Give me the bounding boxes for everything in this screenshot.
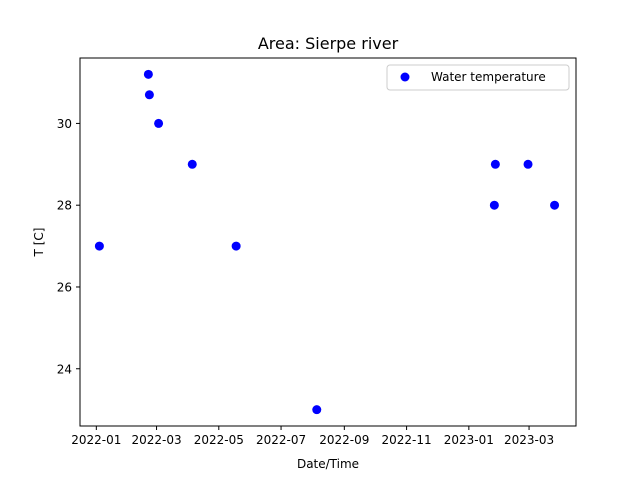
x-tick-label: 2022-01 — [71, 433, 121, 447]
x-tick-label: 2023-03 — [504, 433, 554, 447]
data-point — [231, 241, 241, 251]
legend-box — [386, 64, 570, 91]
x-tick-label: 2023-01 — [444, 433, 494, 447]
x-axis-label: Date/Time — [297, 457, 359, 471]
y-tick-label: 30 — [57, 117, 72, 131]
plot-frame — [79, 57, 577, 427]
data-point — [94, 241, 104, 251]
legend: Water temperature — [386, 64, 570, 91]
data-points — [94, 69, 560, 415]
x-tick-label: 2022-11 — [382, 433, 432, 447]
data-point — [489, 200, 499, 210]
x-axis-ticks: 2022-01 2022-03 2022-05 2022-07 2022-09 2022-… — [71, 426, 554, 447]
x-tick-label: 2022-03 — [131, 433, 181, 447]
y-tick-label: 24 — [57, 362, 72, 376]
legend-label: Water temperature — [431, 70, 546, 84]
x-tick-label: 2022-05 — [194, 433, 244, 447]
data-point — [523, 159, 533, 169]
data-point — [154, 118, 164, 128]
y-tick-label: 28 — [57, 199, 72, 213]
data-point — [490, 159, 500, 169]
y-axis-ticks: 24 26 28 30 — [57, 117, 80, 376]
data-point — [144, 90, 154, 100]
y-axis-label: T [C] — [32, 228, 46, 258]
y-tick-label: 26 — [57, 280, 72, 294]
x-tick-label: 2022-07 — [256, 433, 306, 447]
x-tick-label: 2022-09 — [319, 433, 369, 447]
chart-title: Area: Sierpe river — [258, 34, 399, 53]
data-point — [187, 159, 197, 169]
legend-marker — [400, 72, 410, 82]
data-point — [143, 69, 153, 79]
data-point — [312, 405, 322, 415]
data-point — [550, 200, 560, 210]
